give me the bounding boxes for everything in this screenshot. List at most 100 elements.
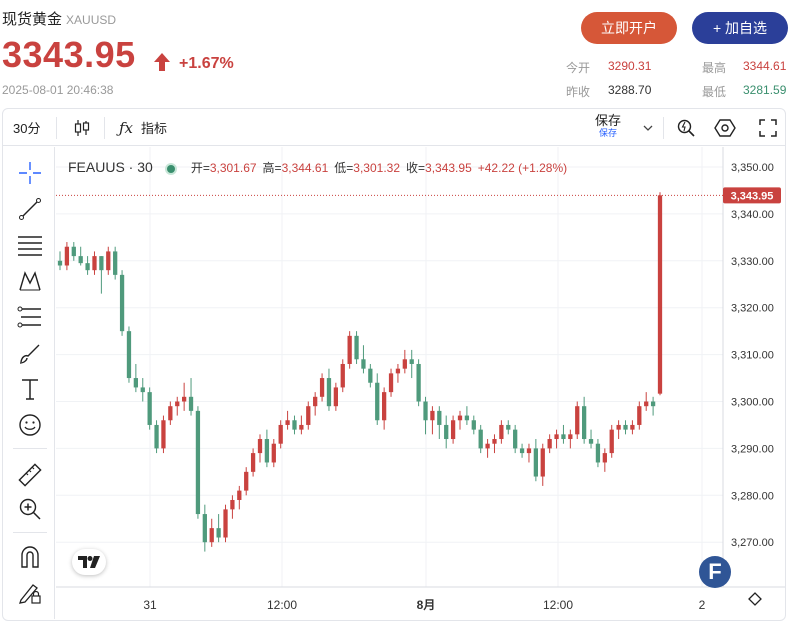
- candles-icon: [74, 119, 90, 136]
- indicators-button[interactable]: ƒx 指标: [119, 109, 167, 146]
- save-dropdown-button[interactable]: [643, 109, 653, 146]
- tradingview-logo[interactable]: [72, 549, 106, 575]
- chevron-down-icon: [643, 125, 653, 131]
- toolbar-divider: [104, 117, 105, 139]
- legend-symbol: FEAUUS · 30: [68, 159, 153, 175]
- candle-body: [85, 263, 90, 271]
- emoji-icon: [19, 414, 41, 436]
- save-sub-label: 保存: [598, 128, 617, 138]
- candle-body: [402, 359, 407, 369]
- y-tick-label: 3,270.00: [731, 537, 774, 549]
- candle-type-button[interactable]: [73, 109, 91, 146]
- candle-body: [188, 396, 194, 411]
- candle-body: [416, 363, 421, 402]
- quick-search-button[interactable]: [676, 109, 696, 146]
- candle-body: [99, 256, 104, 271]
- settings-icon: [714, 118, 736, 137]
- candle-body: [326, 378, 332, 407]
- candle-body: [437, 410, 442, 425]
- fib-tool[interactable]: [17, 304, 43, 330]
- drawing-toolbar: [3, 147, 55, 619]
- candle-body: [609, 429, 614, 454]
- y-tick-label: 3,280.00: [731, 490, 774, 502]
- candle-body: [182, 396, 187, 402]
- candle-body: [464, 415, 470, 421]
- crosshair-icon: [19, 162, 41, 184]
- interval-selector[interactable]: 30分: [13, 121, 41, 136]
- candle-body: [168, 406, 173, 421]
- fullscreen-icon: [759, 118, 777, 137]
- brush-tool[interactable]: [17, 340, 43, 366]
- magnet-tool[interactable]: [17, 544, 43, 570]
- legend-close-key: 收=: [406, 161, 426, 175]
- candle-body: [175, 401, 180, 407]
- brush-icon: [19, 344, 40, 364]
- candle-body: [623, 424, 628, 430]
- candle-body: [319, 378, 325, 397]
- candle-body: [278, 424, 283, 444]
- candle-body: [216, 528, 221, 538]
- high-label: 最高: [702, 61, 727, 75]
- y-tick-label: 3,330.00: [731, 256, 774, 268]
- candle-body: [588, 439, 594, 444]
- pattern-tool[interactable]: [17, 268, 43, 294]
- add-watchlist-button[interactable]: + 加自选: [692, 12, 788, 44]
- lock-drawings-tool[interactable]: [17, 580, 43, 606]
- candle-body: [595, 443, 601, 463]
- open-account-button[interactable]: 立即开户: [581, 12, 677, 44]
- candle-body: [285, 420, 290, 425]
- crosshair-tool[interactable]: [17, 160, 43, 186]
- trend-line-tool[interactable]: [17, 196, 43, 222]
- candle-body: [561, 434, 566, 440]
- candle-body: [340, 363, 345, 388]
- legend-open-value: 3,301.67: [209, 161, 257, 175]
- candle-body: [395, 368, 401, 374]
- y-tick-label: 3,340.00: [731, 209, 774, 221]
- x-tick-label: 12:00: [267, 598, 297, 612]
- legend-close-value: 3,343.95: [425, 161, 472, 175]
- lock-pencil-icon: [19, 584, 41, 604]
- candle-body: [57, 260, 63, 266]
- candle-body: [147, 392, 152, 425]
- low-label: 最低: [702, 85, 727, 99]
- last-price-tag: [723, 187, 781, 204]
- ruler-tool[interactable]: [17, 462, 43, 488]
- brand-f-logo[interactable]: F: [699, 556, 731, 588]
- save-button[interactable]: 保存 保存: [588, 114, 628, 139]
- candle-body: [106, 251, 111, 271]
- x-tick-label: 31: [143, 598, 157, 612]
- settings-button[interactable]: [714, 109, 736, 146]
- fib-icon: [17, 306, 41, 328]
- candle-body: [575, 406, 580, 435]
- candle-body: [582, 406, 587, 440]
- candle-body: [368, 368, 373, 383]
- candle-body: [119, 274, 125, 332]
- instrument-name: 现货黄金: [2, 11, 63, 28]
- candle-body: [271, 443, 276, 463]
- prev-close-value: 3288.70: [608, 83, 652, 97]
- candlestick-chart[interactable]: 3,350.00 3,340.00 3,330.00 3,320.00 3,310.00…: [56, 147, 785, 619]
- horizontal-lines-tool[interactable]: [17, 232, 43, 258]
- candle-body: [650, 401, 656, 407]
- candle-body: [444, 424, 449, 440]
- tradingview-icon: [78, 556, 100, 568]
- candle-body: [478, 429, 483, 449]
- candle-body: [113, 251, 118, 275]
- candle-body: [223, 509, 228, 538]
- chart-legend: FEAUUS · 30 开=3,301.67 高=3,344.61 低=3,301.3…: [68, 159, 573, 176]
- magnet-icon: [21, 546, 39, 568]
- candle-body: [602, 453, 607, 463]
- candle-body: [133, 378, 138, 388]
- y-tick-label: 3,290.00: [731, 443, 774, 455]
- emoji-tool[interactable]: [17, 412, 43, 438]
- candle-body: [492, 439, 497, 444]
- up-arrow-icon: [154, 53, 170, 71]
- y-tick-label: 3,300.00: [731, 397, 774, 409]
- candle-body: [388, 373, 394, 393]
- text-tool[interactable]: [17, 376, 43, 402]
- x-tick-label: 12:00: [543, 598, 573, 612]
- fullscreen-button[interactable]: [759, 109, 777, 146]
- zoom-tool[interactable]: [17, 496, 43, 522]
- save-label: 保存: [594, 113, 621, 128]
- y-tick-label: 3,320.00: [731, 303, 774, 315]
